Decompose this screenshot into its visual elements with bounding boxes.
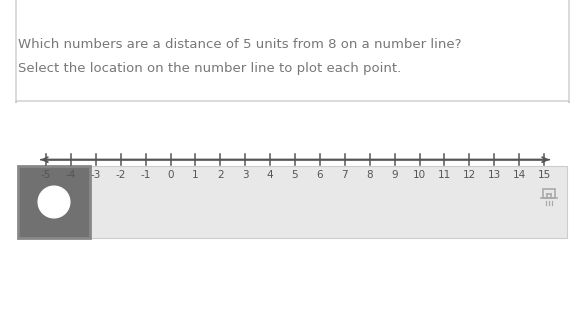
Text: 10: 10: [413, 170, 426, 180]
Text: 3: 3: [242, 170, 249, 180]
Bar: [18, 166, 567, 238]
FancyBboxPatch shape: [16, 0, 569, 103]
Text: 2: 2: [217, 170, 223, 180]
Text: 6: 6: [316, 170, 323, 180]
Text: 14: 14: [512, 170, 526, 180]
Bar: [543, 189, 555, 198]
Text: 7: 7: [342, 170, 348, 180]
Text: 0: 0: [167, 170, 174, 180]
Text: Which numbers are a distance of 5 units from 8 on a number line?: Which numbers are a distance of 5 units …: [18, 38, 462, 51]
Text: 4: 4: [267, 170, 273, 180]
Text: 5: 5: [292, 170, 298, 180]
Text: 8: 8: [366, 170, 373, 180]
Text: -2: -2: [115, 170, 126, 180]
Text: -1: -1: [140, 170, 151, 180]
Text: 11: 11: [438, 170, 451, 180]
Text: 9: 9: [391, 170, 398, 180]
Text: -5: -5: [41, 170, 51, 180]
Bar: [18, 166, 90, 238]
Text: 15: 15: [538, 170, 550, 180]
Text: Select the location on the number line to plot each point.: Select the location on the number line t…: [18, 62, 401, 75]
Circle shape: [38, 186, 70, 218]
Text: -3: -3: [91, 170, 101, 180]
Text: 12: 12: [463, 170, 476, 180]
Text: 1: 1: [192, 170, 199, 180]
Text: 13: 13: [487, 170, 501, 180]
Text: -4: -4: [66, 170, 76, 180]
